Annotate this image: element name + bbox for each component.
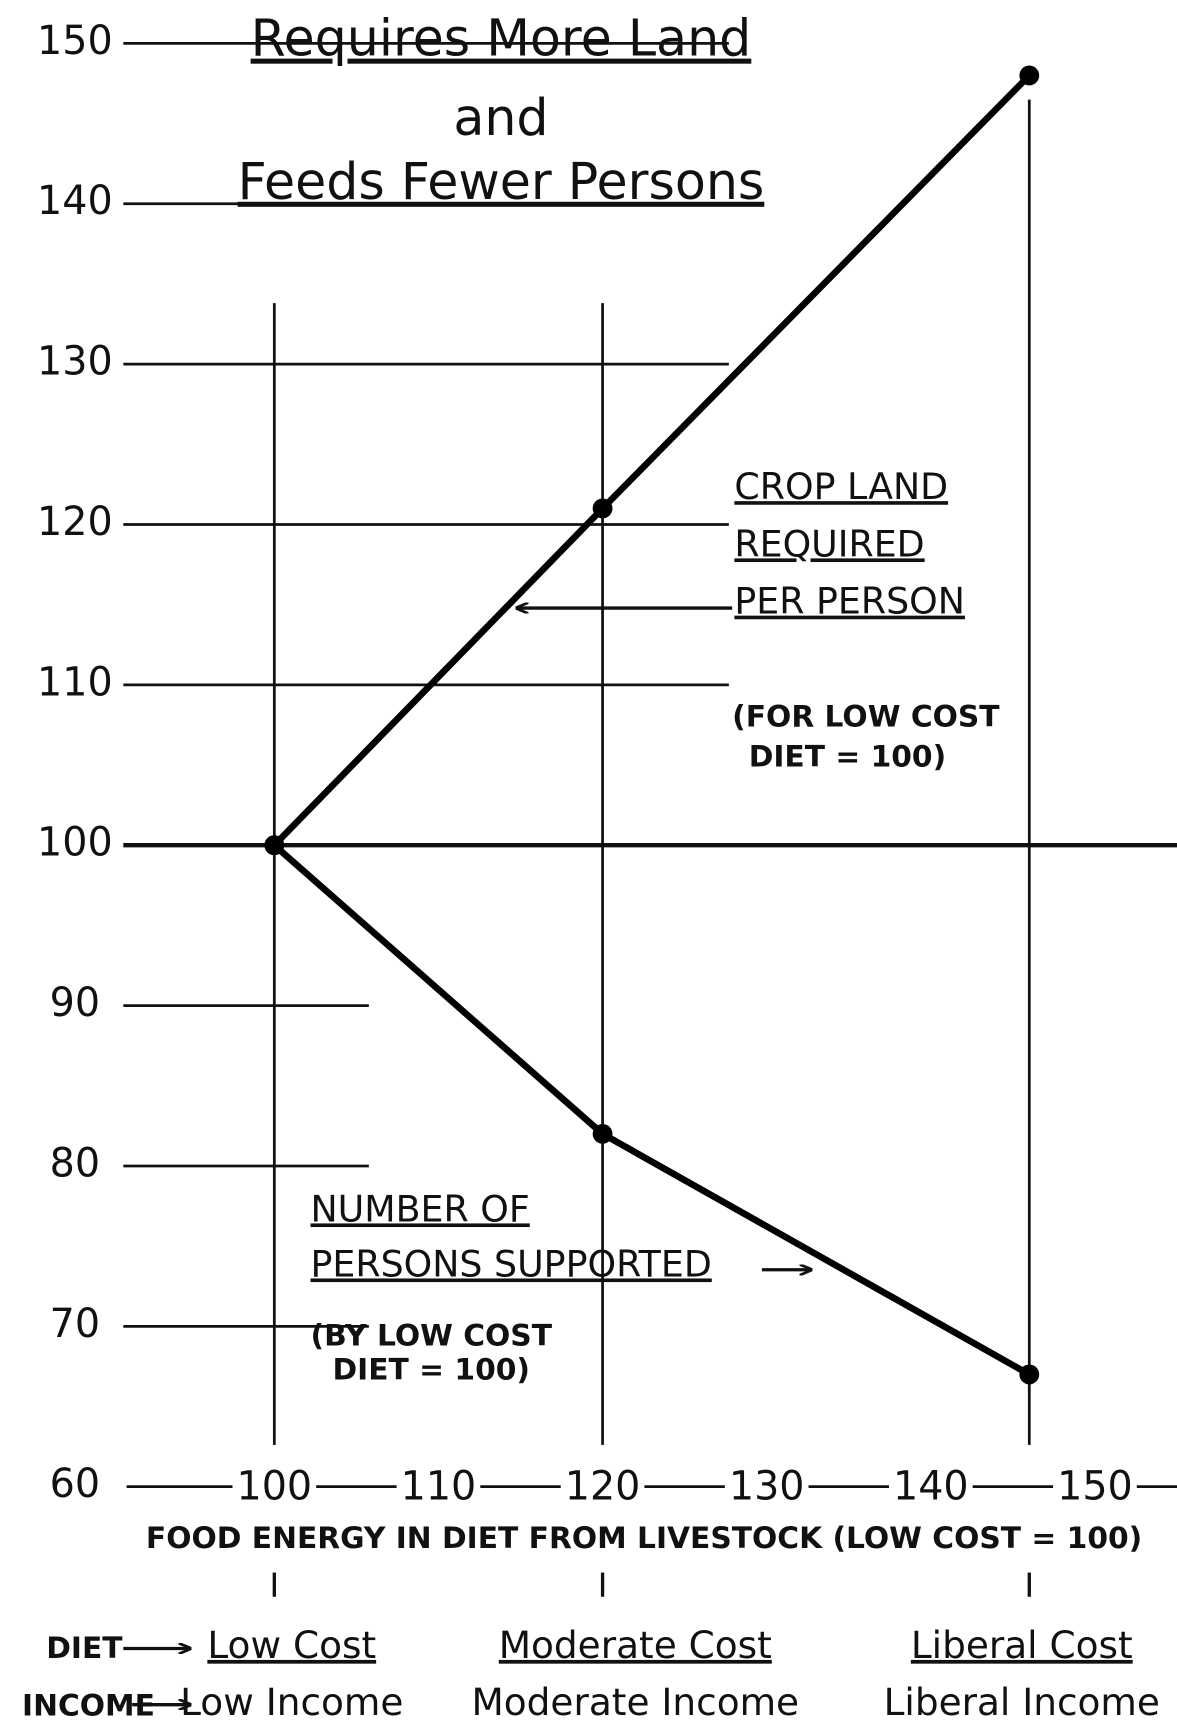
diet-category: Moderate Cost — [499, 1623, 772, 1667]
x-tick-label: 110 — [401, 1463, 477, 1509]
series-label: PERSONS SUPPORTED — [310, 1242, 711, 1285]
y-tick-label: 120 — [37, 499, 113, 545]
x-axis-label: FOOD ENERGY IN DIET FROM LIVESTOCK (LOW … — [146, 1521, 1142, 1556]
y-tick-label: 110 — [37, 659, 113, 705]
y-tick-label: 130 — [37, 339, 113, 385]
series-label: REQUIRED — [734, 522, 924, 565]
data-point — [592, 498, 613, 519]
diet-category: Liberal Cost — [911, 1623, 1133, 1667]
diet-category: Low Cost — [207, 1623, 376, 1667]
series-note: (BY LOW COST — [310, 1318, 552, 1353]
x-tick-label: 140 — [893, 1463, 969, 1509]
chart-title: and — [453, 88, 548, 147]
data-point — [1019, 1364, 1040, 1385]
diet-label: DIET — [46, 1631, 123, 1666]
x-tick-label: 150 — [1057, 1463, 1133, 1509]
series-note: DIET = 100) — [333, 1353, 531, 1388]
chart-title: Feeds Fewer Persons — [238, 152, 765, 211]
x-tick-label: 120 — [565, 1463, 641, 1509]
x-tick-label: 130 — [729, 1463, 805, 1509]
x-tick-label: 100 — [237, 1463, 313, 1509]
chart-title: Requires More Land — [251, 9, 752, 68]
y-tick-label: 60 — [50, 1461, 100, 1507]
series-line — [272, 842, 1031, 1378]
y-tick-label: 140 — [37, 178, 113, 224]
income-label: INCOME — [22, 1688, 155, 1723]
series-label: NUMBER OF — [310, 1187, 529, 1230]
y-tick-label: 90 — [50, 980, 100, 1026]
series-note: (FOR LOW COST — [732, 700, 1000, 735]
series-label: PER PERSON — [734, 580, 965, 623]
series-label: CROP LAND — [734, 465, 948, 508]
series-note: DIET = 100) — [749, 739, 947, 774]
data-point — [1019, 65, 1040, 86]
y-tick-label: 150 — [37, 18, 113, 64]
y-tick-label: 100 — [37, 820, 113, 866]
data-point — [264, 835, 285, 856]
income-category: Moderate Income — [472, 1680, 800, 1724]
income-category: Liberal Income — [884, 1680, 1160, 1724]
y-tick-label: 70 — [50, 1301, 100, 1347]
y-tick-label: 80 — [50, 1140, 100, 1186]
income-category: Low Income — [180, 1680, 403, 1724]
data-point — [592, 1123, 613, 1144]
